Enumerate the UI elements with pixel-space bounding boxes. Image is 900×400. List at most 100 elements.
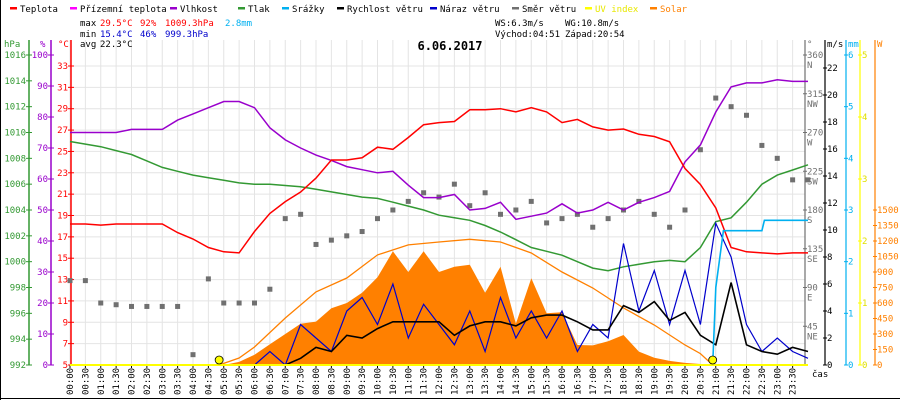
humidity-tick-label: 50: [37, 206, 48, 216]
compass-label: NE: [807, 332, 818, 342]
legend-swatch-3: [238, 7, 245, 10]
wind-tick-label: 10: [827, 226, 838, 236]
direction-tick-label: 90: [807, 284, 818, 294]
wind-direction-point: [205, 276, 211, 282]
legend-swatch-4: [282, 7, 289, 10]
wind-direction-point: [590, 224, 596, 230]
wind-direction-point: [82, 278, 88, 284]
rain-tick-label: 2: [848, 258, 853, 268]
solar-tick-label: 150: [877, 346, 893, 356]
direction-tick-label: 135: [807, 245, 823, 255]
wind-direction-point: [113, 302, 119, 308]
rain-tick-label: 0: [848, 361, 853, 371]
wind-tick-label: 8: [827, 253, 832, 263]
pressure-tick-label: 1014: [4, 77, 26, 87]
wind-direction-point: [544, 220, 550, 226]
solar-tick-label: 1500: [877, 206, 899, 216]
wind-direction-point: [774, 155, 780, 161]
temperature-tick-label: 7: [63, 340, 68, 350]
temperature-tick-label: 25: [57, 147, 68, 157]
stat-min-temp: 15.4°C: [100, 30, 133, 40]
x-tick-label: 07:00: [281, 368, 291, 395]
temperature-tick-label: 19: [57, 212, 68, 222]
wind-unit: m/s: [827, 40, 843, 50]
x-tick-label: 02:00: [128, 368, 138, 395]
pressure-tick-label: 998: [10, 284, 26, 294]
x-tick-label: 12:30: [450, 368, 460, 395]
x-tick-label: 02:30: [143, 368, 153, 395]
wind-tick-label: 16: [827, 145, 838, 155]
pressure-tick-label: 1010: [4, 129, 26, 139]
pressure-tick-label: 1008: [4, 154, 26, 164]
wind-direction-point: [221, 300, 227, 306]
legend: Teplota Přízemní teplota Vlhkost Tlak Srážky…: [10, 5, 688, 15]
stat-wind-speed: WS:6.3m/s: [495, 19, 544, 29]
pressure-tick-label: 1004: [4, 206, 26, 216]
x-tick-label: 13:30: [481, 368, 491, 395]
wind-direction-point: [267, 286, 273, 292]
x-tick-label: 07:30: [297, 368, 307, 395]
x-tick-label: 09:30: [358, 368, 368, 395]
wind-direction-point: [359, 229, 365, 235]
wind-direction-point: [98, 300, 104, 306]
x-tick-label: 21:30: [727, 368, 737, 395]
wind-direction-point: [252, 300, 257, 306]
stat-min-press: 999.3hPa: [165, 30, 208, 40]
legend-label: Srážky: [292, 5, 325, 15]
rain-line: [711, 219, 808, 366]
data-marks: [67, 79, 811, 367]
x-tick-label: 04:30: [204, 368, 214, 395]
stats: max 29.5°C 92% 1009.3hPa 2.8mm min 15.4°…: [80, 19, 625, 50]
temperature-tick-label: 33: [57, 62, 68, 72]
x-tick-label: 16:00: [558, 368, 568, 395]
x-tick-label: 15:30: [543, 368, 553, 395]
direction-tick-label: 315: [807, 90, 823, 100]
humidity-unit: %: [40, 40, 46, 50]
legend-label: Náraz větru: [440, 5, 500, 15]
wind-direction-point: [67, 278, 73, 284]
legend-label: Přízemní teplota: [80, 5, 167, 15]
wind-direction-point: [159, 303, 165, 309]
x-tick-label: 14:30: [512, 368, 522, 395]
wind-tick-label: 12: [827, 199, 838, 209]
temperature-tick-label: 23: [57, 169, 68, 179]
wind-direction-point: [298, 211, 304, 217]
x-tick-label: 05:30: [235, 368, 245, 395]
x-tick-label: 18:00: [620, 368, 630, 395]
x-tick-label: 11:30: [420, 368, 430, 395]
x-tick-label: 03:00: [158, 368, 168, 395]
stat-max-press: 1009.3hPa: [165, 19, 214, 29]
x-tick-label: 01:30: [112, 368, 122, 395]
legend-swatch-2: [170, 7, 177, 10]
temperature-tick-label: 21: [57, 190, 68, 200]
x-tick-label: 17:00: [589, 368, 599, 395]
wind-tick-label: 2: [827, 334, 832, 344]
temperature-tick-label: 29: [57, 105, 68, 115]
solar-tick-label: 1050: [877, 253, 899, 263]
stat-avg-temp: 22.3°C: [100, 40, 133, 50]
solar-area: [70, 251, 808, 365]
stat-avg-label: avg: [80, 40, 96, 50]
temperature-tick-label: 9: [63, 318, 68, 328]
x-tick-label: 11:00: [404, 368, 414, 395]
temperature-unit: °C: [58, 40, 69, 50]
wind-direction-point: [697, 147, 703, 153]
x-tick-label: 20:30: [696, 368, 706, 395]
humidity-tick-label: 80: [37, 113, 48, 123]
wind-direction-point: [498, 211, 503, 217]
temperature-tick-label: 5: [63, 361, 68, 371]
compass-label: W: [807, 139, 813, 149]
wind-tick-label: 14: [827, 172, 838, 182]
wind-direction-point: [236, 300, 242, 306]
x-tick-label: 15:00: [527, 368, 537, 395]
x-tick-label: 10:30: [389, 368, 399, 395]
humidity-tick-label: 20: [37, 299, 48, 309]
humidity-tick-label: 0: [43, 361, 48, 371]
legend-label: Solar: [660, 5, 688, 15]
pressure-line: [69, 140, 809, 272]
temperature-tick-label: 17: [57, 233, 68, 243]
stat-min-label: min: [80, 30, 96, 40]
wind-tick-label: 6: [827, 280, 832, 290]
x-tick-label: 14:00: [497, 368, 507, 395]
pressure-tick-label: 992: [10, 361, 26, 371]
